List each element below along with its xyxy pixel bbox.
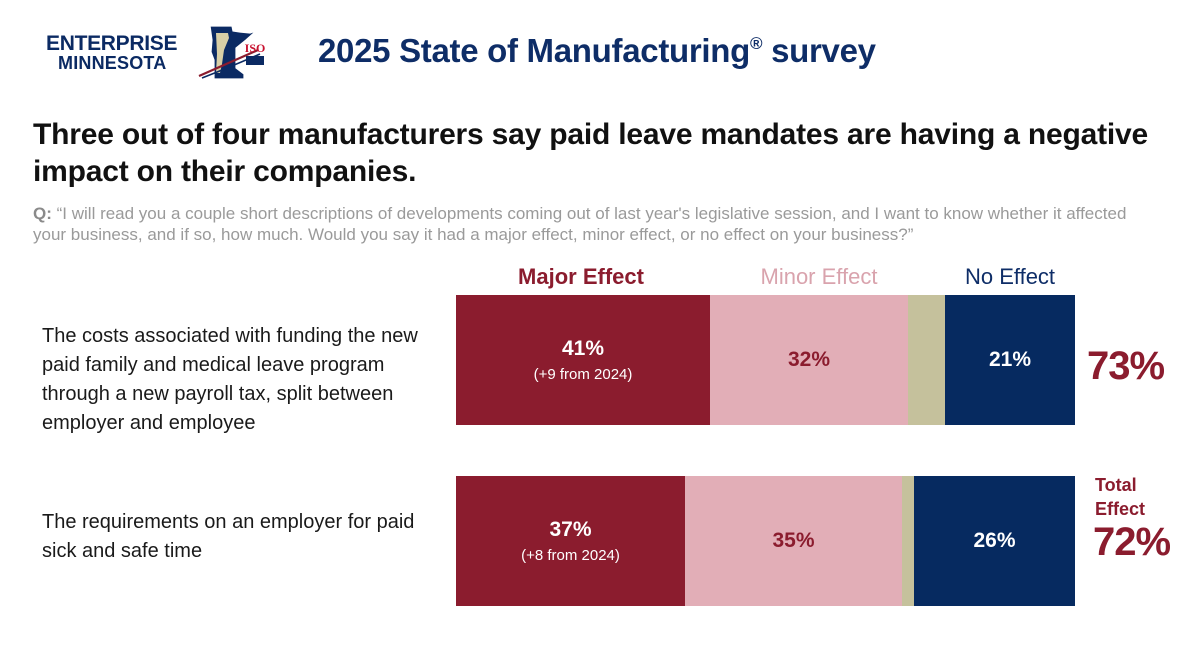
total-effect-row1: 73%	[1087, 344, 1165, 388]
enterprise-minnesota-logo: ENTERPRISE MINNESOTA ISO	[44, 24, 276, 82]
page-title: 2025 State of Manufacturing® survey	[318, 32, 876, 69]
bar-dont-know-row2	[902, 476, 914, 606]
logo-text-line2: MINNESOTA	[58, 53, 167, 73]
survey-question: Q: “I will read you a couple short descr…	[33, 203, 1153, 245]
total-effect-label: Total Effect	[1095, 475, 1146, 519]
legend-major-effect: Major Effect	[518, 264, 644, 289]
bar-minor-row2: 35%	[685, 476, 902, 606]
bar-major-row1: 41% (+9 from 2024)	[456, 295, 710, 425]
iso-badge: ISO	[245, 41, 266, 55]
minnesota-state-icon: ISO	[198, 25, 266, 80]
slide-headline: Three out of four manufacturers say paid…	[33, 118, 1148, 188]
bar-change-label: (+9 from 2024)	[533, 366, 633, 383]
legend-minor-effect: Minor Effect	[760, 264, 878, 289]
row-label-paid-leave-tax: The costs associated with funding the ne…	[42, 325, 418, 434]
bar-value-label: 21%	[988, 348, 1032, 371]
bar-none-row2: 26%	[914, 476, 1075, 606]
bar-value-label: 37%	[549, 518, 592, 541]
question-label: Q:	[33, 204, 52, 223]
bar-dont-know-row1	[908, 295, 945, 425]
bar-minor-row1: 32%	[710, 295, 908, 425]
total-effect-row2: 72%	[1093, 520, 1171, 564]
bar-major-row2: 37% (+8 from 2024)	[456, 476, 685, 606]
bar-value-label: 41%	[561, 337, 605, 360]
row-label-sick-safe-time: The requirements on an employer for paid…	[42, 511, 415, 562]
logo-text-line1: ENTERPRISE	[46, 32, 178, 55]
registered-mark: ®	[750, 34, 763, 53]
legend-no-effect: No Effect	[964, 264, 1056, 289]
bar-change-label: (+8 from 2024)	[521, 547, 620, 564]
bar-value-label: 35%	[772, 529, 815, 552]
question-text: “I will read you a couple short descript…	[33, 204, 1127, 244]
bar-value-label: 32%	[787, 348, 831, 371]
bar-value-label: 26%	[973, 529, 1016, 552]
bar-none-row1: 21%	[945, 295, 1075, 425]
